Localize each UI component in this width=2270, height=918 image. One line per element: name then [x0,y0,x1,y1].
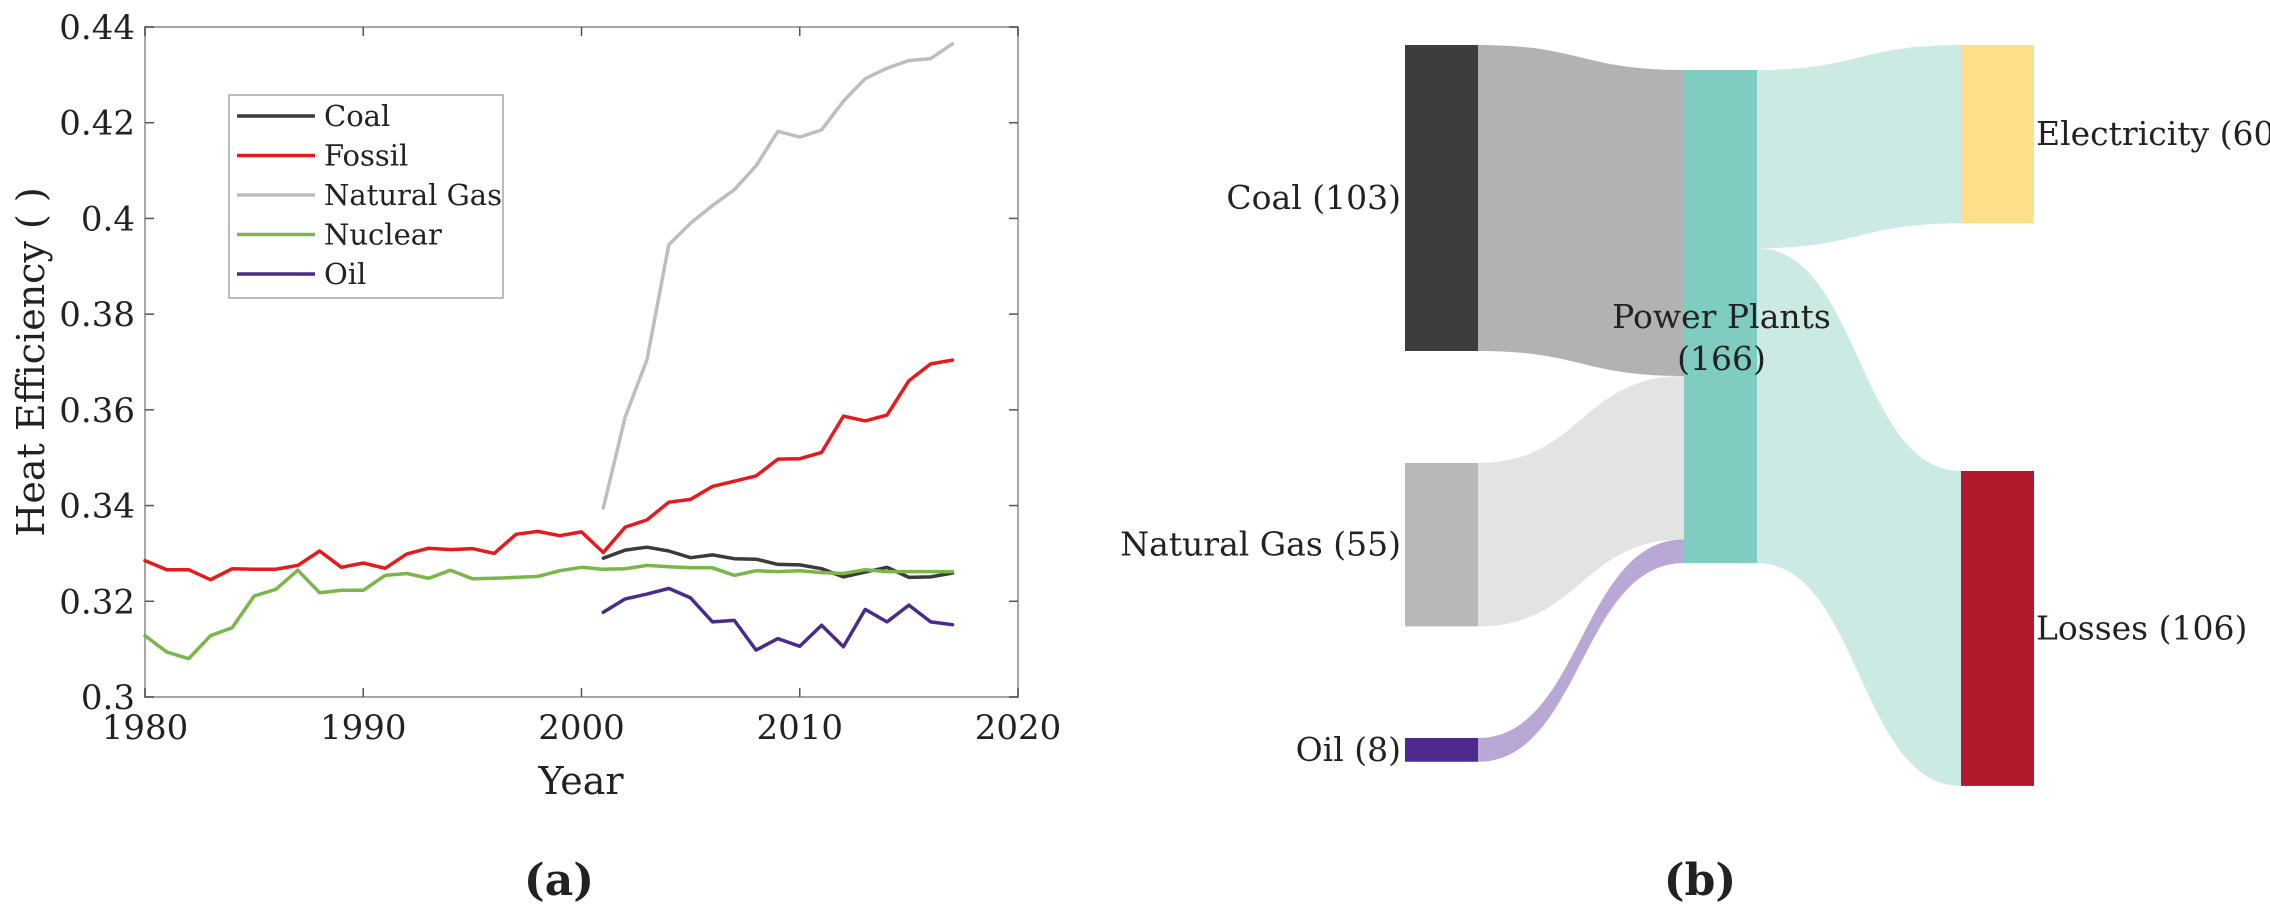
sankey-label-loss: Losses (106) [2036,608,2247,647]
panel-a-caption: (a) [524,855,594,906]
sankey-link-plants-to-elec [1757,45,1961,249]
legend-a: Coal Fossil Natural Gas Nuclear Oil [228,94,504,299]
sankey-label-oil: Oil (8) [1296,730,1401,769]
legend-label-coal: Coal [324,99,390,133]
panel-a-line-chart: 1980 1990 2000 2010 2020 0.3 0.32 0.34 0.36 0.38 0… [9,8,1061,906]
x-axis-label-a: Year [537,759,624,803]
series-line-nuclear [143,563,955,661]
x-tick-label: 2000 [538,708,625,748]
sankey-node-plants [1684,70,1757,564]
sankey-label-coal: Coal (103) [1226,178,1401,217]
y-tick-label: 0.4 [81,199,135,239]
legend-label-nuclear: Nuclear [324,218,442,252]
sankey-links [1478,45,1961,786]
sankey-label-plants-name: Power Plants [1612,297,1831,336]
y-tick-label: 0.42 [59,104,135,144]
y-tick-label: 0.38 [59,295,135,335]
x-tick-label: 2020 [975,708,1062,748]
legend-label-natural-gas: Natural Gas [324,178,502,212]
y-tick-label: 0.44 [59,8,135,48]
series-line-natural-gas [601,42,955,510]
sankey-label-plants-value: (166) [1677,339,1766,378]
series-group-a [143,42,955,661]
sankey-node-gas [1405,463,1478,627]
sankey-link-gas-to-plants [1478,376,1684,627]
sankey-node-oil [1405,738,1478,762]
panel-b-caption: (b) [1664,855,1736,906]
y-tick-label: 0.36 [59,391,135,431]
x-tick-label: 2010 [756,708,843,748]
sankey-link-plants-to-loss [1757,248,1961,786]
legend-label-oil: Oil [324,257,366,291]
panel-b-sankey-diagram: Coal (103) Natural Gas (55) Oil (8) Power P… [1120,45,2270,906]
y-tick-label: 0.32 [59,582,135,622]
x-tick-label: 1980 [102,708,189,748]
sankey-label-gas: Natural Gas (55) [1120,525,1401,564]
axis-ticks-a: 1980 1990 2000 2010 2020 0.3 0.32 0.34 0.36 0.38 0… [59,8,1061,748]
legend-label-fossil: Fossil [324,139,408,173]
x-tick-label: 1990 [320,708,407,748]
sankey-label-elec: Electricity (60) [2036,114,2270,153]
sankey-node-elec [1961,45,2034,224]
sankey-nodes [1405,45,2034,786]
y-tick-label: 0.34 [59,487,135,527]
sankey-link-coal-to-plants [1478,45,1684,376]
series-line-fossil [143,358,955,582]
sankey-link-oil-to-plants [1478,539,1684,762]
series-line-oil [601,586,955,652]
sankey-node-loss [1961,471,2034,786]
y-tick-label: 0.3 [81,678,135,718]
y-axis-label-a: Heat Efficiency ( ) [9,187,53,536]
sankey-node-coal [1405,45,1478,351]
sankey-labels: Coal (103) Natural Gas (55) Oil (8) Power P… [1120,114,2270,769]
